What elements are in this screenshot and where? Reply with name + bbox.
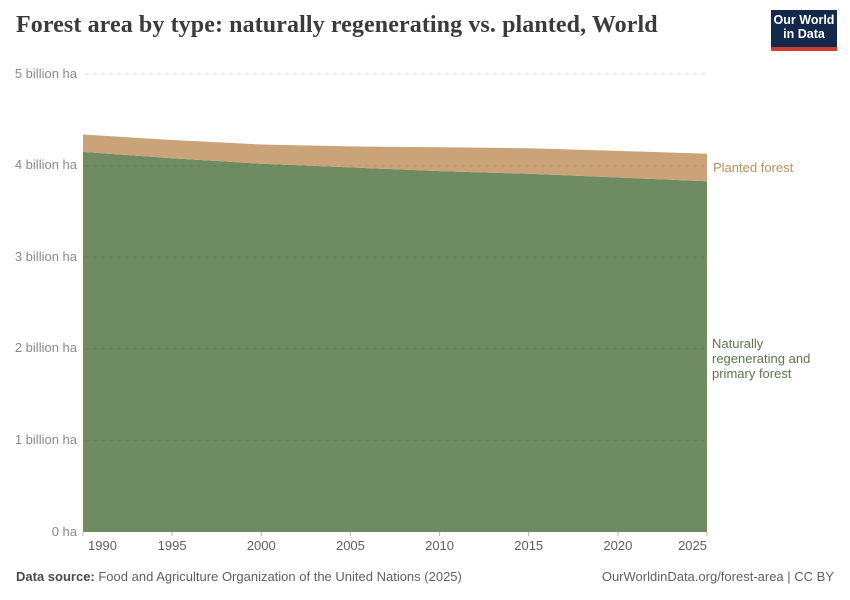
legend-label-planted-forest: Planted forest [713,160,794,175]
x-axis-label-1995: 1995 [157,538,187,553]
plot-area[interactable] [82,73,708,536]
y-axis-label-2: 2 billion ha [14,340,77,356]
x-axis-label-2025: 2025 [678,538,707,553]
legend-label-naturally-regenerating: Naturally regenerating and primary fores… [712,336,811,381]
data-source: Data source: Food and Agriculture Organi… [16,569,462,584]
data-source-text: Food and Agriculture Organization of the… [94,569,462,584]
data-source-label: Data source: [16,569,95,584]
owid-logo[interactable]: Our World in Data [771,10,837,51]
y-axis-label-5: 5 billion ha [14,65,77,81]
x-axis-label-2005: 2005 [335,538,365,553]
x-axis-label-2000: 2000 [246,538,276,553]
y-axis-label-4: 4 billion ha [14,157,77,173]
footer-link[interactable]: OurWorldinData.org/forest-area | CC BY [601,569,834,584]
y-axis-label-1: 1 billion ha [14,431,77,447]
area-planted-forest[interactable] [83,134,707,182]
x-axis-label-2010: 2010 [425,538,455,553]
x-axis-label-2015: 2015 [514,538,544,553]
area-naturally-regenerating[interactable] [83,151,707,532]
y-axis-label-3: 3 billion ha [14,248,77,264]
x-axis-label-1990: 1990 [88,538,117,553]
footer: Data source: Food and Agriculture Organi… [16,569,834,587]
stacked-area-chart[interactable] [82,73,708,538]
page-title: Forest area by type: naturally regenerat… [16,12,658,38]
x-axis-label-2020: 2020 [603,538,633,553]
y-axis-label-0: 0 ha [51,523,77,539]
owid-logo-line1: Our World [773,13,835,27]
owid-logo-line2: in Data [783,27,825,41]
